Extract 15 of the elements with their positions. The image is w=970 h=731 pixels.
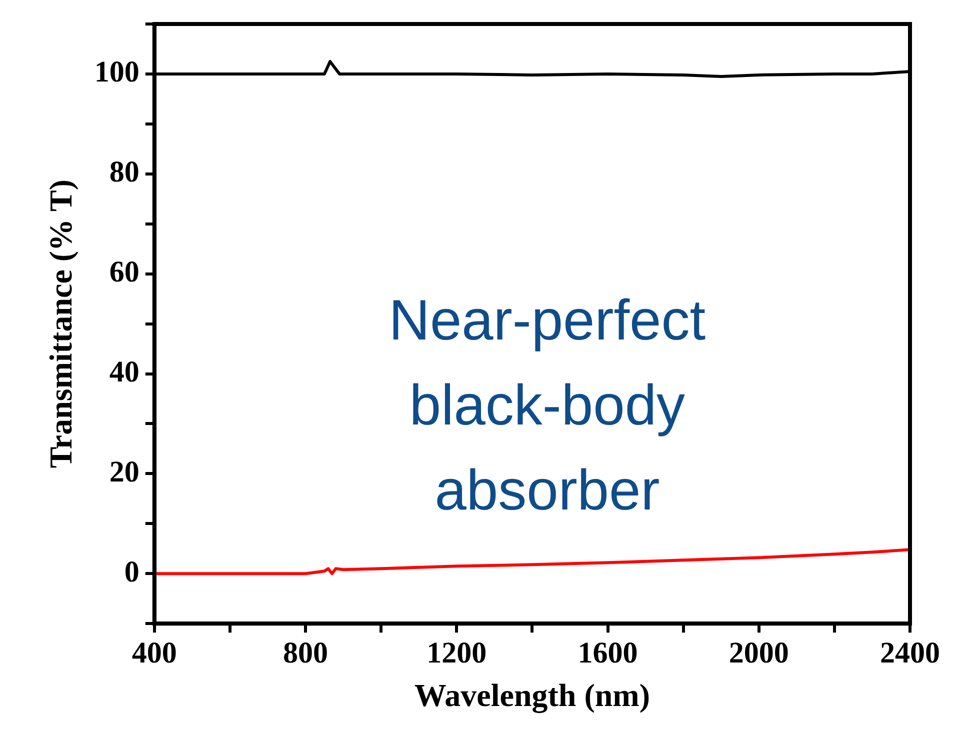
x-axis-title: Wavelength (nm) bbox=[414, 677, 650, 714]
x-tick-label: 1600 bbox=[578, 636, 638, 670]
y-tick-label: 20 bbox=[109, 455, 140, 488]
x-tick-label: 800 bbox=[283, 636, 328, 670]
x-tick-label: 2000 bbox=[728, 636, 789, 670]
x-tick-label: 2400 bbox=[880, 636, 940, 670]
x-tick-label: 1200 bbox=[426, 636, 487, 670]
y-tick-label: 100 bbox=[94, 56, 140, 89]
y-axis-title: Transmittance (% T) bbox=[42, 180, 78, 468]
x-tick-label: 400 bbox=[132, 636, 177, 670]
annotation: Near-perfect black-body absorber bbox=[388, 288, 706, 523]
y-tick-label: 0 bbox=[124, 555, 140, 588]
y-tick-label: 40 bbox=[109, 356, 140, 389]
y-tick-label: 80 bbox=[109, 156, 140, 189]
y-tick-label: 60 bbox=[109, 256, 140, 289]
